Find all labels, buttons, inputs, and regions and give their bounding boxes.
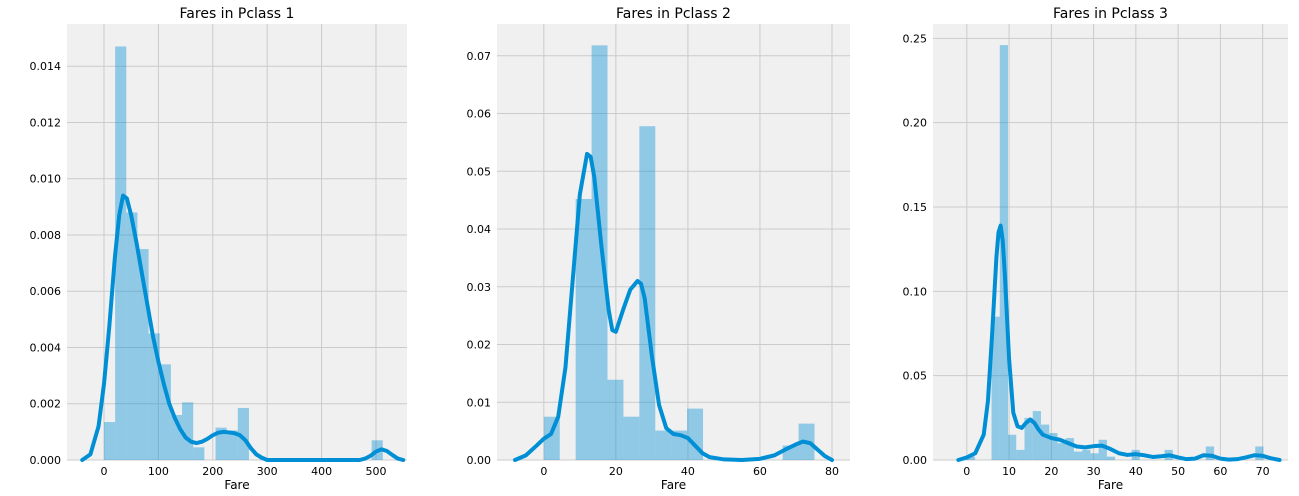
- y-tick-label: 0.05: [903, 370, 928, 383]
- histogram-bar: [170, 414, 183, 460]
- plot-area: [67, 24, 407, 460]
- x-tick-label: 20: [1044, 465, 1058, 478]
- histogram-bar: [1040, 424, 1050, 460]
- histogram-bar: [623, 416, 640, 460]
- histogram-bar: [1016, 449, 1025, 460]
- y-tick-label: 0.03: [467, 281, 492, 294]
- y-tick-label: 0.06: [467, 108, 492, 121]
- x-tick-label: 30: [1087, 465, 1101, 478]
- x-tick-label: 40: [1129, 465, 1143, 478]
- histogram-bar: [1205, 446, 1215, 460]
- histogram-bars: [543, 45, 815, 461]
- y-tick-label: 0.04: [467, 223, 492, 236]
- x-tick-label: 10: [1002, 465, 1016, 478]
- tick-labels: 0 20 40 60 80 0.00 0.01 0.02 0.03 0.04 0.05 0.06 0.0…: [467, 50, 839, 478]
- histogram-bar: [991, 316, 1000, 460]
- x-tick-label: 0: [540, 465, 547, 478]
- y-tick-label: 0.20: [903, 117, 928, 130]
- x-tick-label: 200: [202, 465, 223, 478]
- histogram-bar: [575, 198, 592, 460]
- kde-line: [513, 151, 834, 462]
- y-tick-label: 0.000: [30, 454, 62, 467]
- histogram-bar: [182, 402, 194, 460]
- histogram-bar: [1082, 449, 1091, 460]
- x-axis-label: Fare: [661, 478, 686, 492]
- histogram-bar: [1065, 438, 1074, 460]
- tick-labels: 0 10 20 30 40 50 60 70 0.00 0.05 0.10 0.15 0.20 0.25: [903, 32, 1270, 478]
- histogram-bar: [193, 447, 205, 460]
- panel-pclass-3: 0 10 20 30 40 50 60 700.000.050.100.150.200.25 …: [903, 6, 1288, 492]
- histogram-bar: [126, 212, 138, 460]
- histogram-bar: [148, 333, 160, 460]
- y-tick-label: 0.15: [903, 201, 928, 214]
- histogram-bar: [237, 407, 249, 460]
- x-axis-label: Fare: [1098, 478, 1123, 492]
- y-tick-label: 0.006: [30, 285, 62, 298]
- y-tick-label: 0.25: [903, 32, 928, 45]
- y-tick-label: 0.01: [467, 396, 492, 409]
- y-tick-label: 0.004: [30, 341, 62, 354]
- histogram-bar: [1073, 451, 1083, 460]
- panel-pclass-2: 0 20 40 60 80 0.00 0.01 0.02 0.03 0.04 0.05 0.06 0.0…: [467, 6, 850, 492]
- plot-area: [497, 24, 850, 460]
- histogram-bar: [1090, 453, 1099, 460]
- y-tick-label: 0.07: [467, 50, 492, 63]
- histogram-bar: [1049, 433, 1058, 460]
- histogram-bar: [215, 427, 227, 460]
- histogram-bar: [607, 379, 624, 460]
- chart-title: Fares in Pclass 3: [1053, 6, 1168, 22]
- kde-line: [80, 193, 406, 462]
- y-tick-label: 0.02: [467, 339, 492, 352]
- histogram-bar: [137, 249, 149, 460]
- y-tick-label: 0.002: [30, 398, 62, 411]
- histogram-bar: [1106, 456, 1116, 460]
- histogram-bar: [103, 422, 116, 460]
- panel-pclass-1: 0 100 200 300 400 500 0.000 0.002 0.004 0.006 0.00…: [30, 6, 407, 492]
- histogram-bar: [1008, 434, 1017, 460]
- grid: [497, 24, 850, 461]
- y-tick-label: 0.012: [30, 116, 62, 129]
- x-tick-label: 40: [681, 465, 695, 478]
- x-tick-label: 300: [257, 465, 278, 478]
- x-tick-label: 400: [311, 465, 332, 478]
- y-tick-label: 0.008: [30, 229, 62, 242]
- grid: [67, 24, 407, 461]
- kde-line: [956, 223, 1282, 462]
- histogram-bar: [1098, 439, 1107, 460]
- histogram-bar: [1255, 446, 1264, 460]
- x-tick-label: 60: [1213, 465, 1227, 478]
- y-tick-label: 0.00: [903, 454, 928, 467]
- histogram-bar: [639, 126, 656, 460]
- x-tick-label: 70: [1256, 465, 1270, 478]
- x-tick-label: 0: [963, 465, 970, 478]
- x-tick-label: 50: [1171, 465, 1185, 478]
- chart-title: Fares in Pclass 1: [180, 6, 295, 22]
- tick-labels: 0 100 200 300 400 500 0.000 0.002 0.004 0.006 0.00…: [30, 60, 387, 478]
- y-tick-label: 0.10: [903, 285, 928, 298]
- histogram-bar: [1024, 417, 1033, 460]
- histogram-bar: [591, 45, 608, 461]
- x-tick-label: 0: [100, 465, 107, 478]
- histogram-bar: [655, 430, 672, 460]
- y-tick-label: 0.05: [467, 165, 492, 178]
- x-axis-label: Fare: [224, 478, 249, 492]
- y-tick-label: 0.014: [30, 60, 62, 73]
- x-tick-label: 100: [148, 465, 169, 478]
- histogram-bar: [1057, 443, 1066, 460]
- chart-title: Fares in Pclass 2: [616, 6, 731, 22]
- x-tick-label: 60: [753, 465, 767, 478]
- histogram-bar: [226, 430, 238, 460]
- histogram-bar: [159, 364, 171, 460]
- histogram-bar: [1032, 411, 1041, 460]
- x-tick-label: 20: [609, 465, 623, 478]
- histogram-bar: [966, 456, 976, 460]
- histogram-bar: [115, 46, 127, 460]
- y-tick-label: 0.010: [30, 173, 62, 186]
- x-tick-label: 80: [825, 465, 839, 478]
- x-tick-label: 500: [365, 465, 386, 478]
- y-tick-label: 0.00: [467, 454, 492, 467]
- plot-area: [933, 24, 1288, 460]
- grid: [933, 24, 1288, 461]
